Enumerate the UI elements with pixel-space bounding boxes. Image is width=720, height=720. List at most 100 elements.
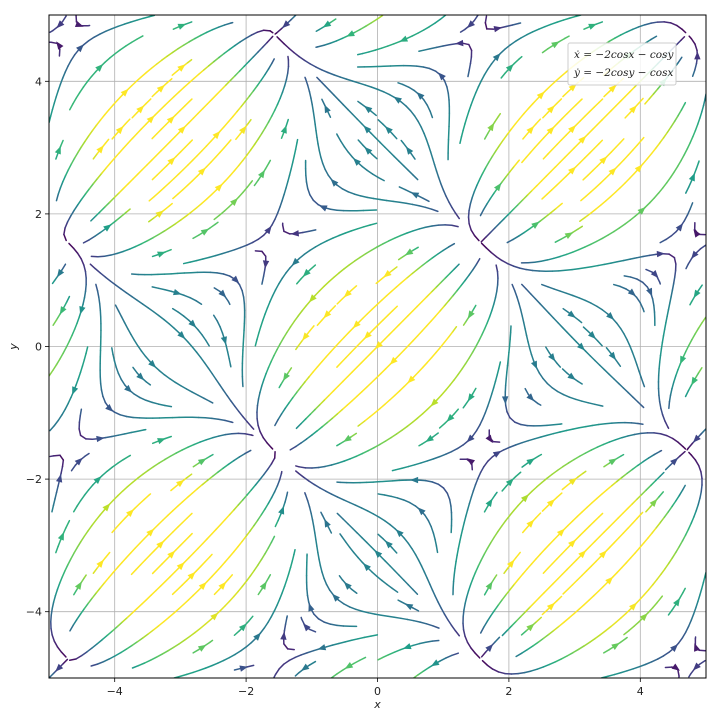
streamline-segment: [203, 362, 210, 369]
streamline-arrow: [176, 479, 185, 488]
streamline-segment: [562, 588, 569, 595]
streamline-segment: [535, 553, 542, 560]
streamline-segment: [188, 117, 195, 124]
streamline-segment: [188, 552, 195, 559]
streamline-segment: [595, 21, 604, 25]
streamline-segment: [634, 211, 641, 217]
streamline-segment: [106, 466, 114, 472]
streamline-segment: [156, 169, 163, 176]
streamline-segment: [306, 187, 311, 196]
streamline-segment: [337, 599, 345, 605]
streamline-segment: [617, 512, 624, 519]
streamline-segment: [641, 281, 649, 288]
streamline-segment: [244, 432, 253, 436]
streamline-segment: [667, 557, 674, 565]
y-tick-label: 4: [35, 75, 42, 88]
streamline-segment: [318, 558, 322, 567]
streamline-segment: [584, 545, 592, 552]
streamline-segment: [500, 520, 507, 527]
streamline-segment: [249, 569, 255, 577]
streamline-arrow: [120, 88, 129, 97]
streamline-segment: [648, 253, 657, 257]
streamline-segment: [222, 389, 228, 397]
streamline-segment: [509, 40, 517, 46]
streamline-segment: [454, 560, 457, 569]
streamline-segment: [219, 518, 226, 526]
streamline-segment: [69, 624, 75, 632]
streamline-segment: [151, 440, 160, 445]
streamline-arrow: [157, 438, 166, 445]
x-tick-label: 2: [505, 685, 512, 698]
streamline-segment: [593, 143, 600, 150]
streamline-segment: [321, 69, 329, 74]
streamline-segment: [51, 601, 55, 610]
streamline-segment: [353, 256, 361, 262]
streamline-segment: [663, 322, 667, 331]
streamline-segment: [117, 372, 123, 381]
streamline-segment: [132, 173, 139, 180]
streamline-segment: [249, 143, 256, 151]
streamline-segment: [262, 313, 266, 322]
streamline-segment: [357, 317, 364, 324]
streamline-segment: [439, 657, 447, 662]
streamline-segment: [557, 322, 564, 329]
streamline-segment: [371, 153, 378, 160]
streamline-segment: [510, 123, 517, 130]
streamline-segment: [531, 98, 538, 105]
streamline-segment: [120, 316, 126, 324]
streamline-segment: [459, 136, 463, 145]
streamline-segment: [584, 243, 592, 248]
streamline-arrow: [167, 550, 176, 559]
streamline-segment: [49, 672, 55, 678]
streamline-arrow: [629, 602, 637, 611]
streamline-segment: [247, 615, 254, 623]
streamline-segment: [178, 86, 185, 93]
streamline-segment: [151, 253, 160, 258]
streamline-segment: [581, 570, 588, 577]
streamline-segment: [57, 414, 63, 422]
streamline-arrow: [693, 229, 701, 238]
streamline-segment: [310, 97, 313, 106]
streamline-segment: [387, 310, 394, 317]
streamline-segment: [497, 525, 503, 533]
streamline-segment: [471, 304, 477, 312]
streamline-segment: [182, 599, 190, 606]
streamline-arrow: [577, 342, 585, 351]
streamline-segment: [684, 528, 690, 536]
streamline-segment: [513, 289, 518, 298]
streamline-segment: [50, 627, 53, 636]
streamline-segment: [80, 193, 87, 201]
streamline-segment: [483, 132, 489, 140]
streamline-segment: [183, 557, 190, 564]
streamline-segment: [370, 110, 377, 117]
streamline-segment: [242, 296, 246, 305]
streamline-segment: [199, 439, 208, 443]
streamline-segment: [192, 648, 200, 654]
streamline-segment: [179, 673, 188, 677]
streamline-arrow: [239, 125, 247, 135]
streamline-segment: [157, 287, 166, 291]
streamline-segment: [96, 172, 103, 180]
streamline-segment: [205, 437, 214, 441]
streamline-segment: [75, 378, 80, 386]
streamline-segment: [443, 300, 450, 307]
streamline-segment: [515, 441, 523, 446]
streamline-segment: [682, 445, 687, 450]
streamline-segment: [617, 382, 625, 389]
streamline-segment: [467, 69, 471, 78]
streamline-segment: [543, 587, 550, 594]
streamline-arrow: [656, 250, 665, 258]
streamline-segment: [149, 549, 156, 557]
streamline-segment: [222, 656, 231, 662]
streamline-segment: [644, 22, 652, 26]
streamline-segment: [480, 242, 488, 249]
streamline-segment: [245, 530, 251, 538]
streamline-segment: [309, 408, 316, 415]
streamline-segment: [406, 421, 414, 428]
streamline-segment: [647, 583, 654, 591]
streamline-segment: [221, 251, 229, 255]
streamline-segment: [687, 442, 694, 450]
streamline-segment: [650, 21, 659, 24]
streamline-segment: [456, 547, 460, 556]
streamline-segment: [668, 394, 672, 403]
